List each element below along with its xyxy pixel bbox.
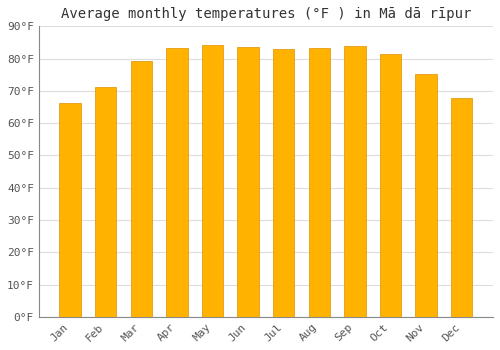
Bar [344, 46, 366, 317]
Bar [308, 48, 330, 317]
Bar [273, 49, 294, 317]
Bar [60, 103, 81, 317]
Bar [416, 74, 437, 317]
Bar [95, 87, 116, 317]
Bar [238, 47, 259, 317]
Title: Average monthly temperatures (°F ) in Mā dā rīpur: Average monthly temperatures (°F ) in Mā… [60, 7, 471, 21]
Bar [166, 48, 188, 317]
Bar [380, 54, 401, 317]
Bar [130, 61, 152, 317]
Bar [451, 98, 472, 317]
Bar [202, 45, 223, 317]
